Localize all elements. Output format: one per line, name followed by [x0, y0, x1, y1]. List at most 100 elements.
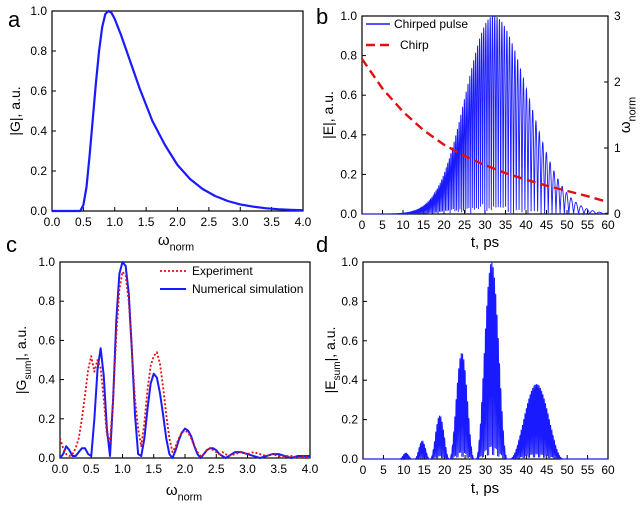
series-experiment [59, 270, 311, 459]
panel-b: b0 5 10 15 20 25 30 35 40 45 50 55 600.00.20.40.60.8… [316, 4, 638, 251]
y-tick-label: 0.4 [340, 128, 357, 142]
y-tick-label: 0.0 [341, 452, 358, 466]
y-tick-label: 1.0 [341, 255, 358, 269]
y-tick-label: 0.2 [340, 167, 357, 181]
y-tick-label: 0.8 [341, 294, 358, 308]
legend-label-experiment: Experiment [192, 264, 253, 278]
legend-b: Chirped pulse Chirp [366, 17, 468, 52]
legend-label-chirp: Chirp [400, 38, 429, 52]
x-tick-label: 55 [581, 463, 595, 477]
x-tick-label: 0.5 [75, 215, 92, 229]
x-tick-label: 0.0 [44, 215, 61, 229]
y-right-axis-label-b: ωnorm [617, 97, 638, 133]
y-tick-label: 0.6 [30, 84, 47, 98]
x-tick-label: 20 [437, 218, 451, 232]
x-tick-label: 0.0 [52, 462, 69, 476]
y-tick-label: 0.2 [38, 412, 55, 426]
legend-label-chirped-pulse: Chirped pulse [394, 17, 468, 31]
y-axis-label-a: |G|, a.u. [7, 86, 23, 135]
y-tick-label: 0.6 [340, 88, 357, 102]
x-tick-label: 40 [519, 218, 533, 232]
x-tick-label: 3.0 [232, 215, 249, 229]
x-tick-label: 30 [479, 463, 493, 477]
y-tick-label: 0.6 [38, 333, 55, 347]
x-tick-label: 10 [397, 463, 411, 477]
x-tick-label: 50 [560, 463, 574, 477]
x-tick-label: 1.0 [106, 215, 123, 229]
y-tick-label: 0.8 [38, 294, 55, 308]
y-tick-label: 0.8 [30, 44, 47, 58]
x-tick-label: 5 [379, 218, 386, 232]
y-axis-label-b-text: |E|, a.u. [320, 91, 336, 139]
x-tick-label: 45 [540, 463, 554, 477]
x-tick-label: 4.0 [295, 215, 312, 229]
x-tick-label: 10 [396, 218, 410, 232]
x-tick-label: 45 [540, 218, 554, 232]
x-tick-label: 3.5 [263, 215, 280, 229]
panel-label-b: b [316, 4, 328, 29]
y-axis-label-c: |Gsum|, a.u. [13, 326, 34, 394]
x-tick-label: 60 [601, 218, 615, 232]
plot-frame [51, 10, 304, 212]
x-axis-label-a: ωnorm [158, 232, 194, 253]
x-tick-label: 15 [417, 218, 431, 232]
y-tick-label: 0.6 [341, 334, 358, 348]
y-axis-label-b: |E|, a.u. [320, 91, 336, 139]
y-tick-label: 1.0 [30, 4, 47, 18]
x-tick-label: 3.5 [270, 462, 287, 476]
y-tick-label: 0.0 [38, 451, 55, 465]
x-tick-label: 4.0 [302, 462, 319, 476]
y-right-axis-label-b-text: ωnorm [617, 97, 638, 133]
x-tick-label: 35 [499, 463, 513, 477]
y-tick-label: 0.2 [30, 164, 47, 178]
x-tick-label: 2.0 [169, 215, 186, 229]
panel-d: d 0 5 10 15 20 25 30 35 40 45 50 55 60 0.0 0.2 0.4 0.6 0.8… [316, 232, 615, 497]
x-tick-label: 30 [478, 218, 492, 232]
panel-label-d: d [316, 232, 328, 257]
panel-label-c: c [6, 232, 17, 257]
x-axis-label-c: ωnorm [166, 482, 202, 503]
x-tick-label: 40 [520, 463, 534, 477]
y-right-tick-label: 2 [614, 75, 621, 89]
y-axis-label-c-text: |Gsum|, a.u. [13, 326, 34, 394]
y-axis-label-d-text: |Esum|, a.u. [322, 327, 343, 394]
x-axis-label-d: t, ps [471, 480, 499, 497]
series-chirped-pulse [362, 16, 609, 216]
y-tick-label: 0.4 [30, 124, 47, 138]
y-axis-label-d: |Esum|, a.u. [322, 327, 343, 394]
x-axis-label-a-text: ωnorm [158, 232, 194, 253]
series-e-sum [363, 262, 608, 461]
x-tick-label: 2.5 [201, 215, 218, 229]
y-tick-label: 0.8 [340, 49, 357, 63]
y-right-tick-label: 1 [614, 141, 621, 155]
x-tick-label: 2.5 [208, 462, 225, 476]
y-tick-label: 0.0 [340, 207, 357, 221]
x-tick-label: 55 [581, 218, 595, 232]
x-tick-label: 3.0 [239, 462, 256, 476]
y-tick-label: 0.0 [30, 204, 47, 218]
y-axis-label-a-text: |G|, a.u. [7, 86, 23, 135]
legend-c: Experiment Numerical simulation [160, 264, 303, 296]
x-tick-label: 0.5 [83, 462, 100, 476]
panel-label-a: a [8, 7, 21, 32]
y-tick-label: 0.4 [341, 373, 358, 387]
x-tick-label: 35 [499, 218, 513, 232]
panel-c: c 0.0 0.5 1.0 1.5 2.0 2.5 3.0 3.5 4.0 0.0 0.2 0.4 0.6… [6, 232, 319, 503]
x-tick-label: 25 [458, 218, 472, 232]
panel-a: a 0.0 0.5 1.0 1.5 2.0 2.5 3.0 3.5 4.0 0.0 0.2 0.4 0.6… [7, 4, 312, 253]
x-tick-label: 50 [560, 218, 574, 232]
x-tick-label: 0 [360, 463, 367, 477]
legend-label-numerical: Numerical simulation [192, 282, 303, 296]
x-tick-label: 20 [438, 463, 452, 477]
x-tick-label: 1.0 [114, 462, 131, 476]
y-tick-label: 1.0 [38, 255, 55, 269]
x-axis-label-b: t, ps [471, 234, 499, 251]
y-tick-label: 0.2 [341, 413, 358, 427]
x-tick-label: 15 [418, 463, 432, 477]
series-numerical-simulation [59, 261, 310, 459]
x-tick-label: 25 [458, 463, 472, 477]
series-g-line [52, 9, 304, 213]
y-right-tick-label: 3 [614, 9, 621, 23]
x-tick-label: 2.0 [177, 462, 194, 476]
